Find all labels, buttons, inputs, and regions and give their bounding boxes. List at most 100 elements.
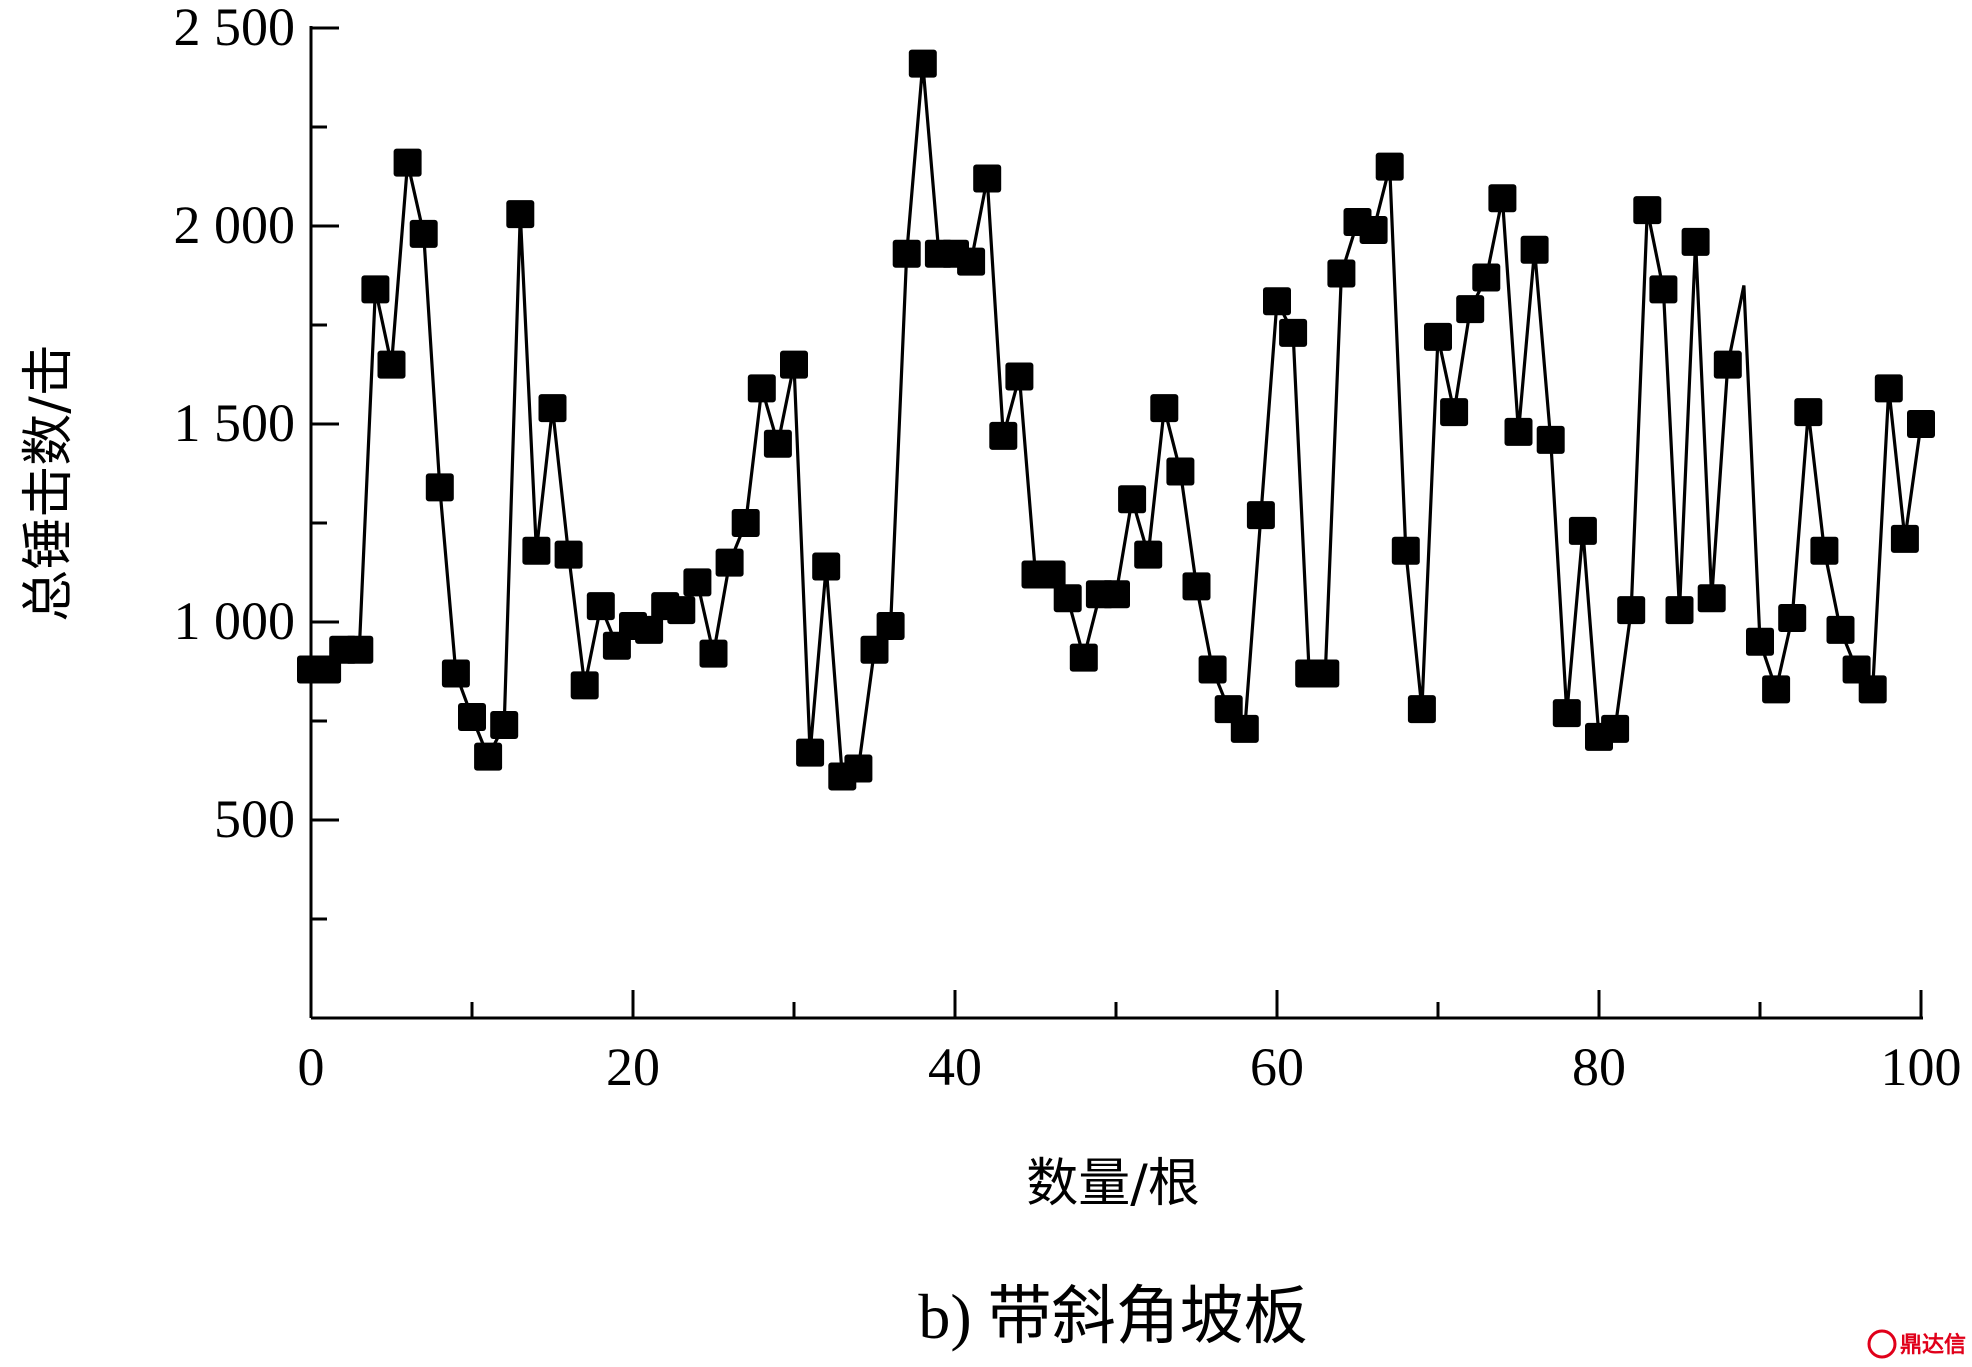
data-point-marker xyxy=(796,738,825,767)
data-point-marker xyxy=(1746,627,1774,656)
data-point-marker xyxy=(1778,604,1807,633)
data-point-marker xyxy=(763,429,792,458)
data-point-marker xyxy=(425,473,454,502)
data-point-marker xyxy=(1858,675,1887,704)
data-point-marker xyxy=(747,374,776,403)
data-point-marker xyxy=(1166,457,1195,486)
data-point-marker xyxy=(812,552,841,581)
watermark-logo: 鼎达信 xyxy=(1867,1329,1966,1359)
figure-caption: b) 带斜角坡板 xyxy=(918,1281,1307,1352)
data-point-marker xyxy=(361,275,390,304)
data-point-marker xyxy=(892,239,921,268)
data-point-marker xyxy=(1440,398,1469,427)
x-tick-label: 60 xyxy=(1250,1037,1304,1097)
data-point-marker xyxy=(441,659,470,688)
data-point-marker xyxy=(1681,227,1710,256)
data-point-marker xyxy=(393,148,422,177)
data-point-marker xyxy=(409,219,438,248)
data-point-marker xyxy=(635,615,664,644)
data-point-marker xyxy=(1762,675,1791,704)
data-point-marker xyxy=(1198,655,1227,684)
data-point-marker xyxy=(1279,318,1308,347)
data-point-marker xyxy=(490,710,519,739)
data-point-marker xyxy=(1601,714,1630,743)
x-tick-label: 40 xyxy=(928,1037,982,1097)
data-point-marker xyxy=(1359,215,1388,244)
data-point-marker xyxy=(474,742,503,771)
data-point-marker xyxy=(1327,259,1356,288)
data-point-marker xyxy=(973,164,1002,193)
data-point-marker xyxy=(1230,714,1259,743)
data-point-marker xyxy=(538,394,567,423)
data-point-marker xyxy=(1182,572,1211,601)
data-point-marker xyxy=(1134,540,1163,569)
y-tick-label: 500 xyxy=(214,789,295,849)
data-point-marker xyxy=(1311,659,1340,688)
data-point-marker xyxy=(1407,695,1436,724)
data-point-marker xyxy=(699,639,728,668)
data-point-marker xyxy=(1874,374,1903,403)
x-tick-label: 0 xyxy=(298,1037,325,1097)
data-point-marker xyxy=(844,754,873,783)
data-point-marker xyxy=(860,635,889,664)
data-point-marker xyxy=(506,200,535,229)
data-point-marker xyxy=(1069,643,1098,672)
data-point-marker xyxy=(345,635,374,664)
data-point-marker xyxy=(1118,485,1147,514)
x-tick-label: 20 xyxy=(606,1037,660,1097)
watermark-text: 鼎达信 xyxy=(1900,1332,1966,1358)
x-axis-ticks: 0 20 40 60 80 100 xyxy=(298,990,1962,1097)
data-point-marker xyxy=(1053,584,1082,613)
data-point-marker xyxy=(377,350,406,379)
data-point-marker xyxy=(1150,394,1179,423)
data-point-marker xyxy=(1424,322,1452,351)
x-axis-title: 数量/根 xyxy=(1026,1154,1200,1214)
data-point-marker xyxy=(1005,362,1034,391)
y-tick-label: 2 500 xyxy=(174,0,296,57)
data-point-marker xyxy=(1472,263,1501,292)
data-point-marker xyxy=(1617,596,1646,625)
data-point-marker xyxy=(667,596,696,625)
y-axis-title: 总锤击数/击 xyxy=(19,344,79,622)
data-point-marker xyxy=(876,611,905,640)
y-axis-ticks: 500 1 000 1 500 2 000 2 500 xyxy=(174,0,339,921)
data-point-marker xyxy=(1697,584,1726,613)
data-point-marker xyxy=(1907,410,1935,438)
data-point-marker xyxy=(1263,287,1291,316)
data-point-marker xyxy=(1520,235,1549,264)
series-layer xyxy=(297,49,1935,791)
data-point-marker xyxy=(1665,596,1694,625)
data-point-marker xyxy=(908,49,937,78)
data-point-marker xyxy=(1810,536,1839,565)
data-point-marker xyxy=(1456,295,1485,324)
data-point-marker xyxy=(522,536,551,565)
data-point-marker xyxy=(1826,615,1855,644)
data-point-marker xyxy=(1488,184,1517,213)
y-tick-label: 1 500 xyxy=(174,393,296,453)
data-point-marker xyxy=(989,421,1018,450)
data-point-marker xyxy=(1552,699,1581,728)
data-point-marker xyxy=(1536,425,1565,454)
data-point-marker xyxy=(1037,560,1066,589)
data-point-marker xyxy=(1504,417,1533,446)
data-point-marker xyxy=(957,247,986,276)
data-point-marker xyxy=(1794,398,1823,427)
data-point-marker xyxy=(1391,536,1420,565)
x-tick-label: 80 xyxy=(1572,1037,1626,1097)
y-tick-label: 2 000 xyxy=(174,195,296,255)
data-point-marker xyxy=(1568,516,1597,545)
data-point-marker xyxy=(683,568,712,597)
data-point-marker xyxy=(586,592,615,621)
data-point-marker xyxy=(715,548,744,577)
data-point-marker xyxy=(1890,524,1919,553)
data-point-marker xyxy=(731,509,760,537)
data-point-marker xyxy=(458,703,486,732)
y-tick-label: 1 000 xyxy=(174,591,296,651)
data-point-marker xyxy=(554,540,583,569)
data-point-marker xyxy=(570,671,599,700)
data-point-marker xyxy=(780,350,808,379)
x-tick-label: 100 xyxy=(1881,1037,1962,1097)
data-point-marker xyxy=(1246,501,1275,530)
data-point-marker xyxy=(1375,152,1404,181)
